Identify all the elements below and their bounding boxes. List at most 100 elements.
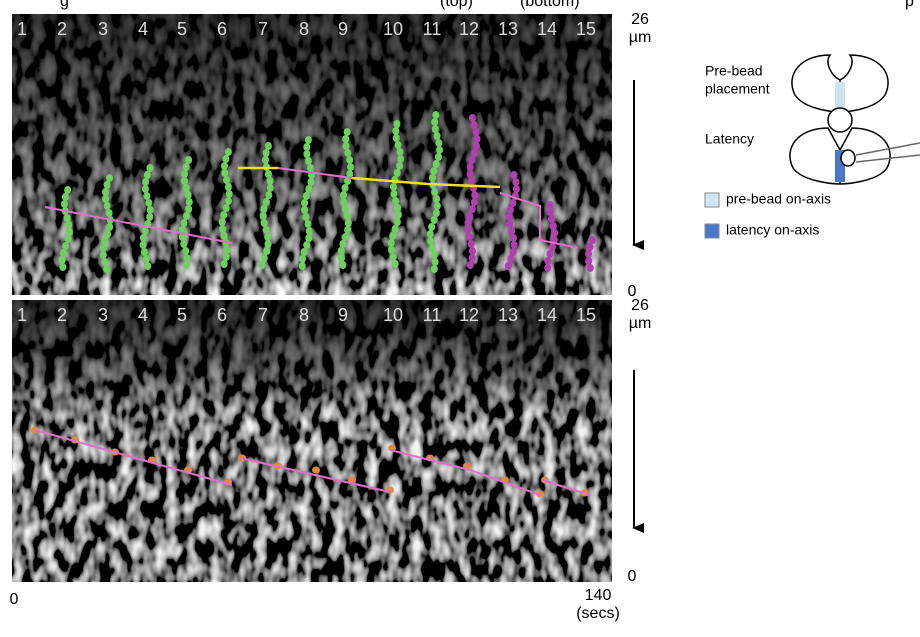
track-dot — [342, 135, 350, 143]
track-dot — [141, 185, 149, 193]
track-dot — [343, 212, 351, 220]
frame-label: 14 — [537, 305, 557, 325]
track-dot — [99, 244, 107, 252]
frame-label: 3 — [98, 19, 108, 39]
track-dot — [471, 191, 479, 199]
track-dot — [432, 160, 440, 168]
track-dot — [183, 212, 191, 220]
track-dot — [337, 254, 345, 262]
frame-label: 7 — [258, 305, 268, 325]
track-dot — [389, 183, 397, 191]
time-start: 0 — [10, 591, 19, 608]
track-dot — [392, 127, 400, 135]
track-dot — [65, 228, 73, 236]
track-dot — [224, 197, 232, 205]
track-dot — [470, 198, 478, 206]
track-dot — [344, 177, 352, 185]
track-dot — [61, 193, 69, 201]
track-dot — [393, 169, 401, 177]
trace — [389, 449, 541, 496]
track-dot — [105, 209, 113, 217]
track-dot — [428, 223, 436, 231]
track-dot — [397, 155, 405, 163]
track-dot — [344, 226, 352, 234]
track-dot — [178, 226, 186, 234]
track-dot — [306, 164, 314, 172]
trace — [239, 457, 391, 493]
frame-label: 2 — [57, 19, 67, 39]
frame-label: 15 — [576, 305, 596, 325]
track-dot — [180, 240, 188, 248]
track-dot — [218, 218, 226, 226]
track-dot — [468, 254, 476, 262]
track-dot — [389, 232, 397, 240]
track-dot — [266, 177, 274, 185]
frame-labels: 1 2 3 4 5 6 7 8 9 10 11 12 13 14 151 2 3 4 5 6 7 8 9 10 11 12 13 14… — [17, 19, 596, 325]
track-dot — [222, 176, 230, 184]
track-dot — [106, 223, 114, 231]
frame-label: 11 — [423, 19, 442, 39]
pre-bead-region — [835, 82, 845, 110]
track-dot — [222, 204, 230, 212]
track-dot — [431, 118, 439, 126]
track-dot — [470, 121, 478, 129]
frame-label: 3 — [98, 305, 108, 325]
track-dot — [223, 246, 231, 254]
track-dot — [546, 201, 554, 209]
track-dot — [298, 262, 306, 270]
trace — [541, 479, 591, 496]
track-dot — [224, 148, 232, 156]
track-dot — [262, 198, 270, 206]
marker-dot — [312, 466, 320, 474]
track-dot — [59, 249, 67, 257]
track-dot — [185, 156, 193, 164]
track-dot — [264, 233, 272, 241]
track-dot — [505, 213, 513, 221]
track-dot — [430, 216, 438, 224]
track-dot — [142, 255, 150, 263]
track-dot — [59, 263, 67, 271]
track-dot — [182, 184, 190, 192]
frame-label: 6 — [217, 305, 227, 325]
track-dot — [347, 163, 355, 171]
track-dot — [60, 200, 68, 208]
track-dot — [428, 244, 436, 252]
track-dot — [264, 142, 272, 150]
trace — [44, 206, 233, 244]
scale-bottom: 0 — [628, 283, 637, 300]
track-dot — [392, 134, 400, 142]
track-dot — [62, 242, 70, 250]
track-dot — [260, 219, 268, 227]
track-dot — [396, 148, 404, 156]
track-dot — [506, 220, 514, 228]
scale-unit: µm — [629, 29, 652, 46]
track-dot — [304, 136, 312, 144]
track-dot — [341, 205, 349, 213]
frame-label: 5 — [177, 19, 187, 39]
frame-label: 12 — [459, 305, 479, 325]
track-dot — [344, 149, 352, 157]
track-dot — [544, 257, 552, 265]
track-dot — [431, 125, 439, 133]
track-dot — [183, 254, 191, 262]
track-dot — [391, 225, 399, 233]
track-dot — [225, 190, 233, 198]
track-dot — [303, 241, 311, 249]
track-dot — [145, 199, 153, 207]
track-dot — [507, 255, 515, 263]
legend-label: latency on-axis — [726, 222, 819, 238]
track-dot — [260, 205, 268, 213]
track-dot — [389, 253, 397, 261]
track-dot — [510, 241, 518, 249]
track-dot — [544, 264, 552, 272]
track-dot — [220, 260, 228, 268]
track-dot — [139, 234, 147, 242]
track-dot — [504, 262, 512, 270]
track-dot — [58, 256, 66, 264]
track-dot — [468, 247, 476, 255]
track-dot — [305, 185, 313, 193]
track-dot — [265, 191, 273, 199]
bead — [840, 149, 856, 167]
track-dot — [304, 157, 312, 165]
track-dot — [301, 199, 309, 207]
